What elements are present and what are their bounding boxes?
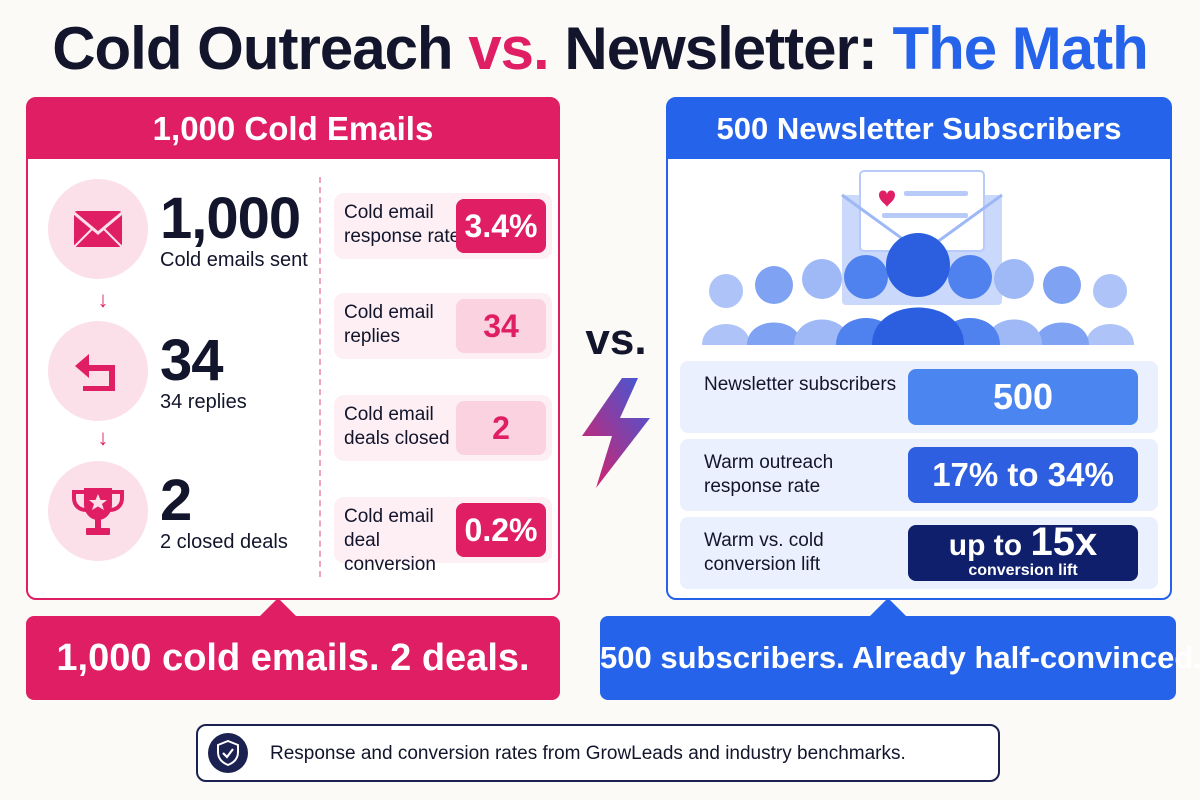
shield-check-icon bbox=[208, 733, 248, 773]
vs-label: vs. bbox=[585, 315, 647, 364]
dashed-divider bbox=[319, 177, 321, 577]
stat-label: Cold email deals closed bbox=[344, 404, 450, 449]
stat-value-subtitle: conversion lift bbox=[968, 562, 1078, 579]
stat-value: 17% to 34% bbox=[908, 447, 1138, 503]
closed-deals-label: 2 closed deals bbox=[160, 531, 288, 553]
arrow-down-icon: ↓ bbox=[97, 425, 109, 450]
title-part-cold-outreach: Cold Outreach bbox=[52, 15, 453, 82]
flow-step-emails-sent: 1,000 Cold emails sent bbox=[48, 179, 318, 289]
stat-newsletter-subscribers: Newsletter subscribers 500 bbox=[680, 361, 1158, 433]
flow-step-closed-deals: 2 2 closed deals bbox=[48, 461, 318, 571]
replies-label: 34 replies bbox=[160, 391, 247, 413]
newsletter-panel: 500 Newsletter Subscribers bbox=[666, 97, 1172, 600]
stat-value: up to 15x conversion lift bbox=[908, 522, 1138, 581]
stat-response-rate: Cold email response rate 3.4% bbox=[334, 193, 552, 259]
stat-label: Cold email deal conversion bbox=[344, 506, 436, 575]
envelope-icon bbox=[48, 179, 148, 279]
cold-email-summary-callout: 1,000 cold emails. 2 deals. bbox=[26, 616, 560, 700]
newsletter-panel-header: 500 Newsletter Subscribers bbox=[668, 99, 1170, 159]
stat-value-prefix: up to bbox=[948, 529, 1023, 562]
stat-warm-response-rate: Warm outreach response rate 17% to 34% bbox=[680, 439, 1158, 511]
title-part-vs: vs. bbox=[468, 15, 549, 82]
title-part-the-math: The Math bbox=[892, 15, 1148, 82]
stat-conversion-lift: Warm vs. cold conversion lift up to 15x … bbox=[680, 517, 1158, 589]
stat-replies: Cold email replies 34 bbox=[334, 293, 552, 359]
trophy-icon bbox=[48, 461, 148, 561]
stat-deals-closed: Cold email deals closed 2 bbox=[334, 395, 552, 461]
lightning-bolt-icon bbox=[578, 378, 654, 493]
stat-label: Cold email response rate bbox=[344, 202, 461, 247]
newsletter-audience-icon bbox=[692, 165, 1148, 350]
stat-label: Warm outreach response rate bbox=[704, 452, 834, 497]
reply-icon bbox=[48, 321, 148, 421]
title-part-newsletter: Newsletter: bbox=[564, 15, 877, 82]
newsletter-summary-callout: 500 subscribers. Already half-convinced. bbox=[600, 616, 1200, 700]
stat-label: Warm vs. cold conversion lift bbox=[704, 530, 824, 575]
flow-step-replies: 34 34 replies bbox=[48, 321, 318, 431]
closed-deals-number: 2 bbox=[160, 468, 192, 533]
arrow-down-icon: ↓ bbox=[97, 287, 109, 312]
callout-pointer bbox=[258, 598, 298, 618]
stat-label: Cold email replies bbox=[344, 302, 434, 347]
stat-label: Newsletter subscribers bbox=[704, 374, 897, 395]
source-footnote: Response and conversion rates from GrowL… bbox=[196, 724, 1000, 782]
emails-sent-number: 1,000 bbox=[160, 186, 301, 251]
stat-value: 2 bbox=[456, 401, 546, 455]
stat-value: 0.2% bbox=[456, 503, 546, 557]
stat-value-main: up to 15x bbox=[948, 522, 1097, 562]
callout-pointer bbox=[868, 598, 908, 618]
stat-deal-conversion: Cold email deal conversion 0.2% bbox=[334, 497, 552, 575]
stat-value: 500 bbox=[908, 369, 1138, 425]
stat-value: 34 bbox=[456, 299, 546, 353]
source-text: Response and conversion rates from GrowL… bbox=[270, 743, 906, 764]
stat-value-multiplier: 15x bbox=[1030, 520, 1098, 564]
page-title: Cold Outreach vs. Newsletter: The Math bbox=[0, 14, 1200, 83]
cold-email-panel-header: 1,000 Cold Emails bbox=[28, 99, 558, 159]
stat-value: 3.4% bbox=[456, 199, 546, 253]
emails-sent-label: Cold emails sent bbox=[160, 249, 308, 271]
cold-email-panel: 1,000 Cold Emails 1,000 Cold emails sent… bbox=[26, 97, 560, 600]
replies-number: 34 bbox=[160, 328, 224, 393]
